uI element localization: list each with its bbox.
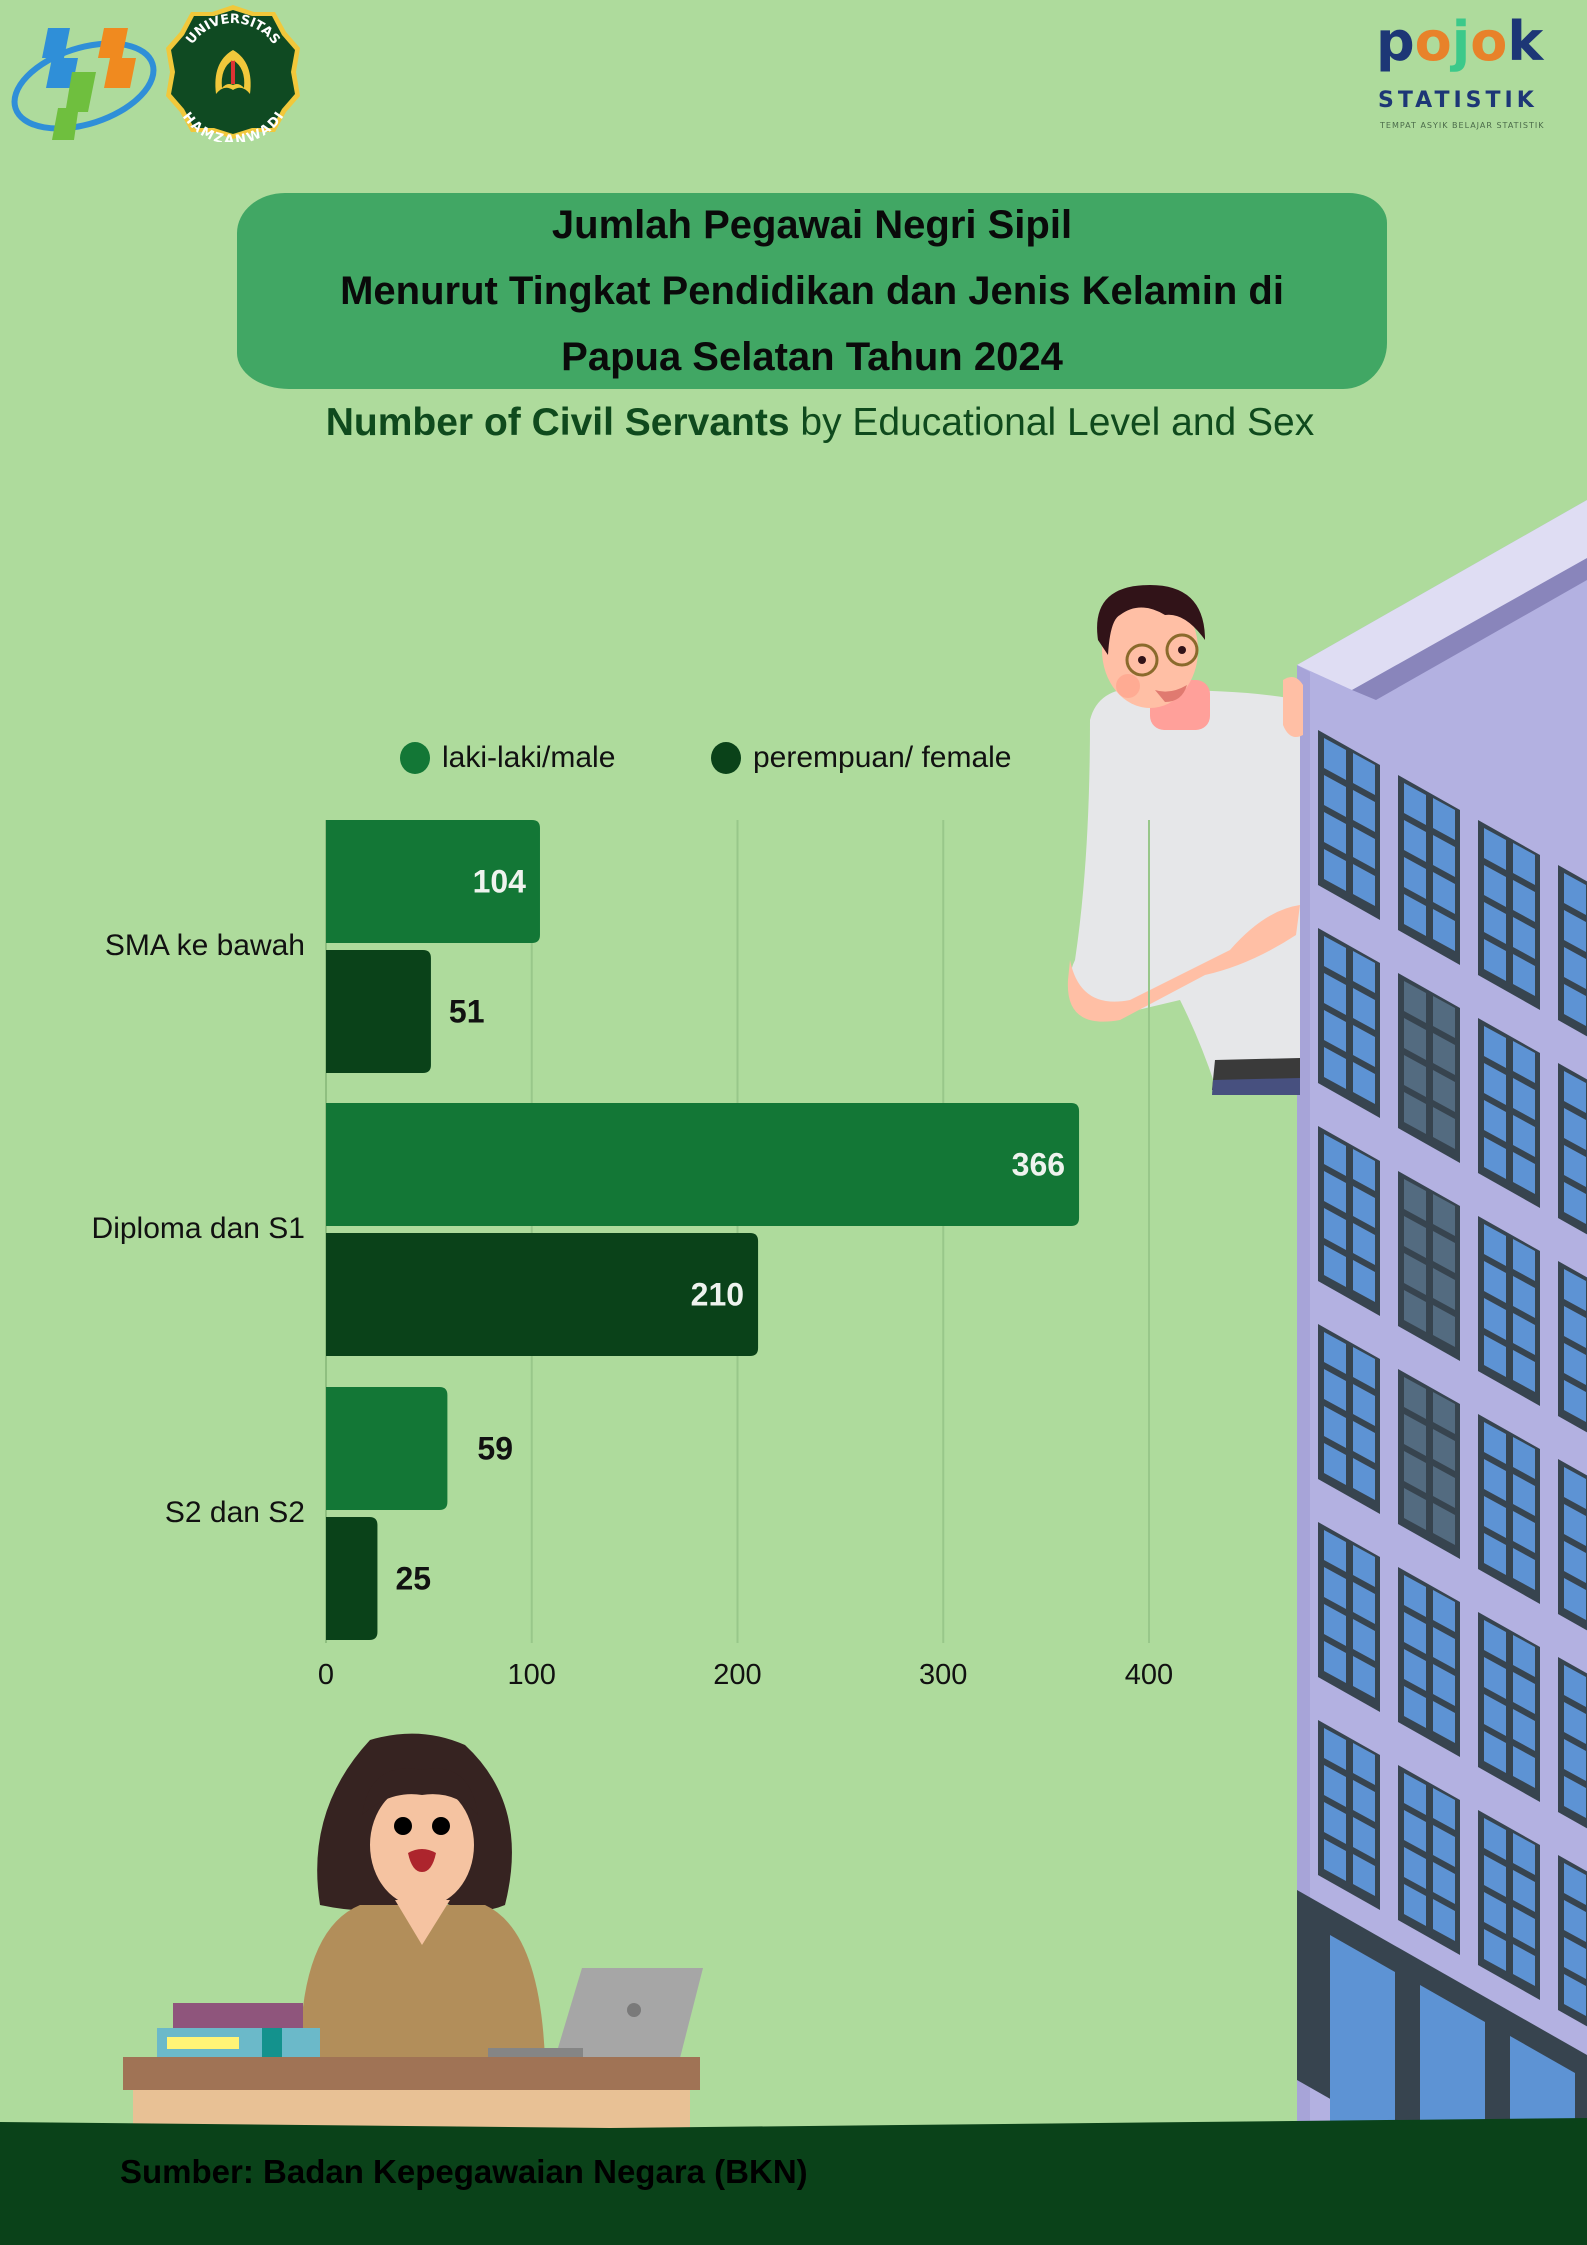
- title-line-2: Menurut Tingkat Pendidikan dan Jenis Kel…: [340, 269, 1284, 313]
- building-window: [1478, 1612, 1540, 1802]
- man-illustration: [1067, 585, 1303, 1095]
- woman-at-desk-illustration: [123, 1733, 703, 2130]
- building-window: [1558, 1657, 1587, 1829]
- building-window: [1318, 1522, 1380, 1712]
- legend-female: perempuan/ female: [711, 738, 1012, 778]
- pojok-statistik-text: STATISTIK: [1378, 88, 1538, 113]
- legend-female-dot-icon: [711, 742, 741, 774]
- bps-logo: [8, 22, 160, 144]
- legend-male-dot-icon: [400, 742, 430, 774]
- subtitle-bold: Number of Civil Servants: [325, 401, 790, 444]
- title-line-3: Papua Selatan Tahun 2024: [561, 335, 1063, 379]
- building-window: [1558, 1459, 1587, 1631]
- building-window: [1398, 775, 1460, 965]
- subtitle: Number of Civil Servants by Educational …: [0, 398, 1587, 448]
- footer-band: [0, 2118, 1587, 2245]
- building-window: [1558, 1855, 1587, 2027]
- building-window: [1318, 1324, 1380, 1514]
- source-text: Sumber: Badan Kepegawaian Negara (BKN): [120, 2153, 808, 2190]
- pojok-wordmark: pojok: [1376, 10, 1543, 74]
- building-illustration: [1297, 500, 1587, 2245]
- building-window: [1398, 973, 1460, 1163]
- building-window: [1398, 1369, 1460, 1559]
- legend-male-label: laki-laki/male: [442, 741, 616, 774]
- building-window: [1478, 1810, 1540, 2000]
- pojok-letter: p: [1376, 10, 1415, 73]
- building-window: [1558, 1063, 1587, 1235]
- universitas-hamzanwadi-logo: UNIVERSITAS HAMZANWADI: [162, 2, 304, 148]
- building-window: [1478, 1414, 1540, 1604]
- pojok-tagline: TEMPAT ASYIK BELAJAR STATISTIK: [1380, 121, 1545, 130]
- building-window: [1398, 1765, 1460, 1955]
- pojok-letter: o: [1414, 10, 1452, 73]
- title-line-1: Jumlah Pegawai Negri Sipil: [551, 203, 1073, 247]
- building-window: [1318, 928, 1380, 1118]
- building-window: [1398, 1171, 1460, 1361]
- building-window: [1478, 1018, 1540, 1208]
- building-window: [1398, 1567, 1460, 1757]
- pojok-letter: k: [1507, 10, 1544, 73]
- pojok-letter: o: [1470, 10, 1508, 73]
- pojok-statistik-logo: pojok STATISTIK TEMPAT ASYIK BELAJAR STA…: [1370, 10, 1580, 140]
- pojok-letter: j: [1451, 10, 1471, 73]
- building-window: [1318, 1126, 1380, 1316]
- building-window: [1558, 865, 1587, 1037]
- legend-male: laki-laki/male: [400, 738, 615, 778]
- building-window: [1478, 1216, 1540, 1406]
- legend-female-label: perempuan/ female: [753, 741, 1012, 774]
- building-window: [1558, 1261, 1587, 1433]
- building-window: [1318, 1720, 1380, 1910]
- subtitle-rest: by Educational Level and Sex: [789, 401, 1315, 444]
- title-box: Jumlah Pegawai Negri Sipil Menurut Tingk…: [237, 193, 1387, 389]
- building-window: [1478, 820, 1540, 1010]
- building-window: [1318, 730, 1380, 920]
